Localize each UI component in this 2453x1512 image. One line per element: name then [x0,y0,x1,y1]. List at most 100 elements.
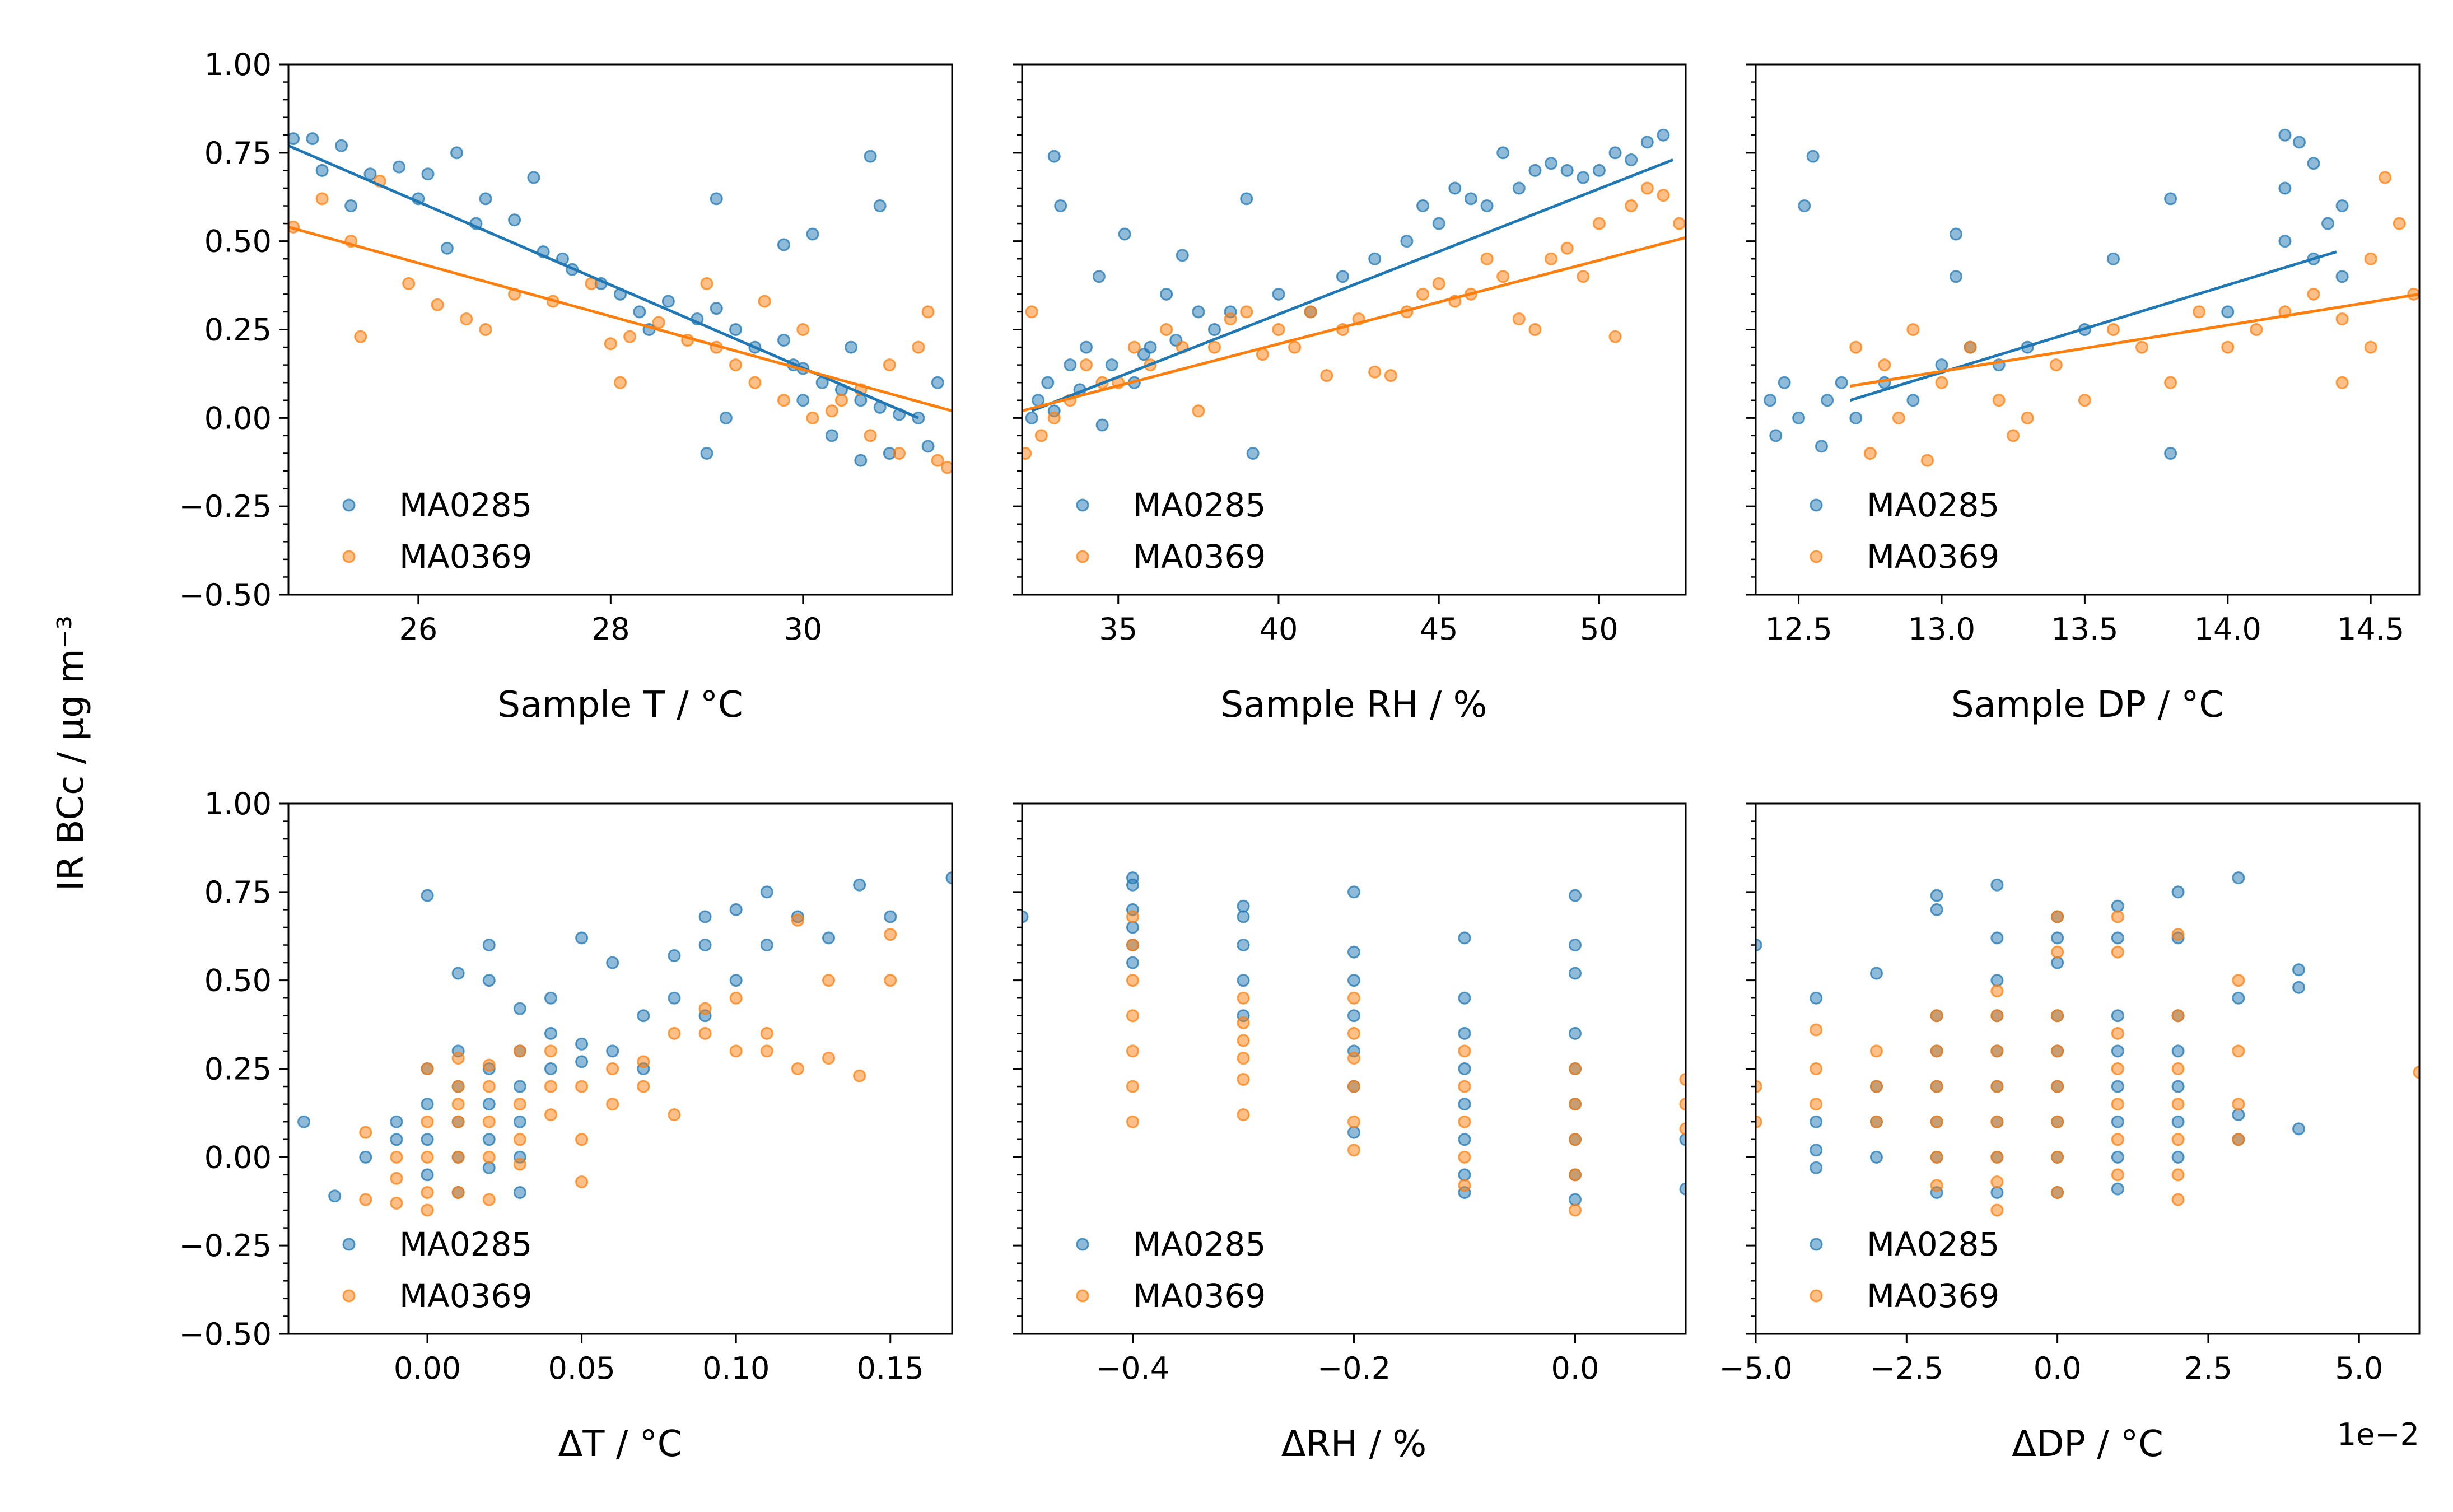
data-point [2250,323,2263,336]
data-point [575,1133,589,1146]
data-point [1126,1044,1139,1058]
data-point [2051,1115,2064,1128]
data-point [513,1080,526,1093]
data-point [931,454,944,467]
data-point [1679,1122,1686,1136]
data-point [1347,1144,1360,1157]
data-point [884,928,897,941]
data-point [2335,270,2349,283]
data-point [1064,358,1077,372]
data-point [637,1080,650,1093]
x-tick-label: 13.0 [1908,612,1975,647]
x-axis-label: Sample T / °C [497,684,743,726]
x-axis-label: Sample DP / °C [1951,684,2224,726]
data-point [1237,1016,1250,1029]
data-point [1237,991,1250,1005]
data-point [835,394,848,407]
data-point [845,340,858,354]
data-point [2307,157,2320,170]
data-point [806,227,819,241]
data-point [1592,217,1606,230]
data-point [2051,931,2064,945]
data-point [1025,411,1038,424]
data-point [1368,252,1382,265]
data-point [1592,164,1606,177]
data-point [1432,277,1445,290]
data-point [544,1080,557,1093]
data-point [508,213,521,227]
data-point [1272,287,1285,301]
axes-frame [287,63,953,596]
data-point [575,931,589,945]
data-point [1079,358,1093,372]
data-point [1569,1193,1582,1206]
data-point [1528,323,1542,336]
data-point [873,199,887,213]
data-point [1512,312,1526,326]
data-point [825,404,838,418]
legend-marker [342,1289,356,1303]
data-point [1815,440,1828,453]
data-point [1496,146,1510,160]
data-point [1336,270,1349,283]
data-point [700,277,713,290]
data-point [315,164,329,177]
data-point [1849,411,1863,424]
plot-area [1022,128,1686,460]
data-point [710,192,723,206]
data-point [1458,1179,1471,1192]
data-point [1935,376,1948,389]
data-point [1347,945,1360,959]
data-point [2171,1062,2185,1075]
data-point [1416,199,1430,213]
data-point [482,1133,496,1146]
data-point [921,440,935,453]
y-tick-label: 0.00 [204,1140,272,1175]
data-point [1458,1044,1471,1058]
data-point [2292,963,2306,977]
data-point [2232,871,2245,885]
data-point [1798,199,1811,213]
legend-label: MA0369 [399,1277,532,1315]
panel-4: −0.50 −0.25 0.00 0.25 0.50 0.75 1.00 0.00 0.05 0.… [179,786,953,1465]
data-point [575,1175,589,1189]
data-point [1160,323,1173,336]
data-point [1990,878,2004,892]
data-point [729,1044,743,1058]
data-point [760,1044,773,1058]
data-point [1192,305,1205,319]
data-point [1384,369,1397,382]
data-point [614,376,627,389]
legend-marker [1810,1289,1823,1303]
axes-frame [1755,63,2421,596]
series-MA0285 [1025,128,1670,460]
data-point [1347,1026,1360,1040]
data-point [2321,217,2335,230]
data-point [1625,199,1638,213]
data-point [1458,1133,1471,1146]
data-point [1810,1115,1823,1128]
data-point [1569,1026,1582,1040]
data-point [2335,312,2349,326]
data-point [1869,1080,1883,1093]
x-tick-label: 35 [1099,612,1137,647]
data-point [796,394,810,407]
panel-5: −0.4 −0.2 0.0 ΔRH / % MA0285 MA0369 [1013,802,1687,1465]
data-point [760,939,773,952]
fit-line [1849,250,2337,402]
y-tick-label: 1.00 [204,47,272,82]
data-point [2232,1098,2245,1111]
data-point [393,160,405,174]
fit-line [1850,292,2419,388]
x-tick-label: −2.5 [1870,1351,1943,1386]
data-point [482,939,496,952]
data-point [1869,1150,1883,1164]
data-point [1679,1182,1686,1196]
y-tick-label: 0.25 [204,312,272,348]
data-point [1608,330,1622,343]
data-point [729,991,743,1005]
data-point [421,167,435,181]
data-point [1207,323,1221,336]
data-point [421,1133,434,1146]
data-point [2171,1098,2185,1111]
